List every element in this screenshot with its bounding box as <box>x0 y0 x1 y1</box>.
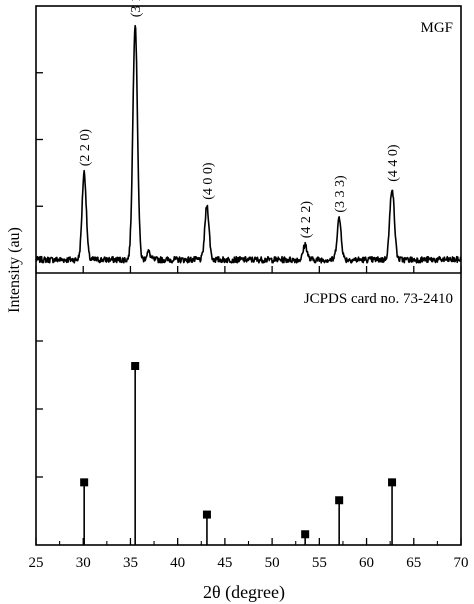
plot-border <box>35 5 462 546</box>
x-tick-label: 60 <box>359 555 374 571</box>
peak-label: (4 2 2) <box>299 201 314 239</box>
reference-marker <box>335 496 344 505</box>
x-tick-label: 40 <box>170 555 185 571</box>
peak-label: (4 4 0) <box>386 144 401 182</box>
diffraction-line-series <box>35 24 462 264</box>
peak-label: (4 0 0) <box>201 162 216 200</box>
x-tick-label: 50 <box>265 555 280 571</box>
x-tick-label: 45 <box>217 555 232 571</box>
y-axis <box>36 72 43 478</box>
x-tick-label: 55 <box>312 555 327 571</box>
x-tick-label: 25 <box>29 555 44 571</box>
x-tick-label: 30 <box>76 555 91 571</box>
reference-marker <box>388 478 397 487</box>
plot-frame <box>35 5 462 546</box>
x-tick-label: 65 <box>406 555 421 571</box>
x-axis: 25 30 35 40 45 50 55 60 65 70 <box>29 266 469 571</box>
panel-label-mgf: MGF <box>420 20 453 36</box>
peak-label: (3 3 3) <box>333 175 348 213</box>
x-tick-label: 70 <box>454 555 469 571</box>
top-panel: (2 2 0) (3 1 1) (4 0 0) (4 2 2) (3 3 3) (4 4 … <box>35 0 462 264</box>
y-axis-label: Intensity (au) <box>6 227 23 313</box>
peak-label: (2 2 0) <box>78 129 93 167</box>
bottom-panel <box>80 362 397 545</box>
reference-marker <box>131 362 140 370</box>
peak-label: (3 1 1) <box>129 0 144 17</box>
x-axis-label: 2θ (degree) <box>203 582 285 603</box>
reference-marker <box>80 478 89 487</box>
x-tick-label: 35 <box>123 555 138 571</box>
panel-label-jcpds: JCPDS card no. 73-2410 <box>304 291 453 307</box>
reference-marker <box>301 530 310 539</box>
reference-marker <box>202 510 211 519</box>
